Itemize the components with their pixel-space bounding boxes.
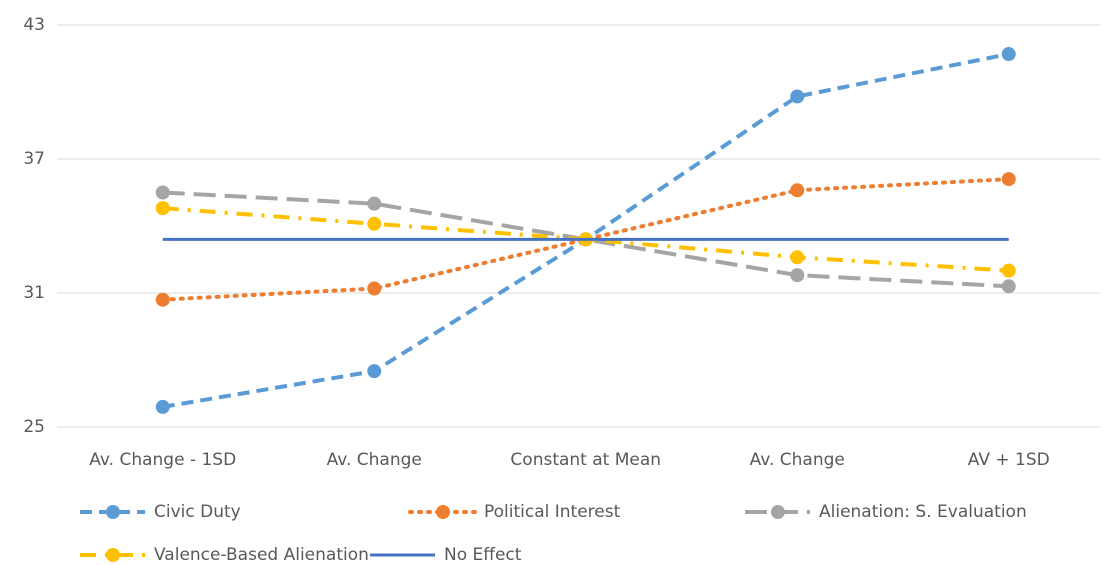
legend-label: No Effect [444, 545, 522, 565]
legend-label: Alienation: S. Evaluation [819, 502, 1027, 522]
marker [1001, 263, 1016, 278]
marker [155, 185, 170, 200]
x-tick-label: Av. Change [750, 450, 845, 470]
marker [790, 183, 805, 198]
y-tick-label: 25 [23, 417, 45, 437]
legend-label: Valence-Based Alienation [154, 545, 369, 565]
legend-marker [436, 505, 450, 519]
series-line [162, 190, 1009, 289]
marker [1001, 279, 1016, 294]
x-tick-label: AV + 1SD [968, 450, 1050, 470]
legend-marker [106, 548, 120, 562]
legend-label: Political Interest [484, 502, 621, 522]
y-tick-label: 37 [23, 149, 45, 169]
y-tick-label: 43 [23, 15, 45, 35]
marker [155, 399, 170, 414]
marker [155, 201, 170, 216]
marker [1001, 47, 1016, 62]
marker [367, 281, 382, 296]
marker [155, 292, 170, 307]
marker [790, 250, 805, 265]
marker [367, 364, 382, 379]
series-line [162, 52, 1010, 409]
legend-marker [106, 505, 120, 519]
marker [367, 196, 382, 211]
marker [1001, 172, 1016, 187]
y-tick-label: 31 [23, 283, 45, 303]
x-tick-label: Constant at Mean [510, 450, 661, 470]
legend-marker [771, 505, 785, 519]
x-tick-label: Av. Change [327, 450, 422, 470]
marker [367, 216, 382, 231]
marker [790, 268, 805, 283]
x-tick-label: Av. Change - 1SD [89, 450, 236, 470]
legend-label: Civic Duty [154, 502, 241, 522]
marker [790, 89, 805, 104]
series-line [162, 206, 1009, 273]
